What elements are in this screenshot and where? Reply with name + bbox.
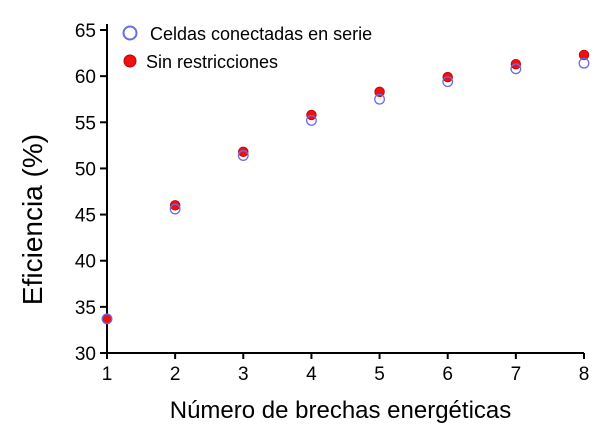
y-ticks: 30 35 40 45 50 55 60 65 bbox=[75, 21, 107, 365]
legend-entry-sin-restricciones: Sin restricciones bbox=[146, 52, 278, 72]
x-tick-label: 8 bbox=[579, 364, 590, 385]
x-tick-label: 2 bbox=[170, 364, 181, 385]
y-tick-label: 65 bbox=[75, 21, 96, 42]
point-sin-restricciones bbox=[306, 109, 317, 121]
legend-entry-celdas-serie: Celdas conectadas en serie bbox=[150, 24, 372, 44]
x-tick-label: 3 bbox=[238, 364, 249, 385]
point-celdas-serie bbox=[305, 114, 317, 126]
point-celdas-serie bbox=[374, 93, 386, 105]
y-tick-label: 45 bbox=[75, 206, 96, 227]
y-tick-label: 60 bbox=[75, 67, 96, 88]
axes bbox=[106, 24, 584, 354]
x-tick-label: 1 bbox=[102, 364, 113, 385]
point-celdas-serie bbox=[237, 150, 249, 161]
y-tick-label: 50 bbox=[75, 159, 96, 180]
legend-marker-sin-restricciones bbox=[123, 54, 137, 68]
y-tick-label: 40 bbox=[75, 252, 96, 273]
data-points bbox=[101, 49, 590, 325]
y-tick-label: 55 bbox=[75, 113, 96, 134]
y-axis-title: Eficiencia (%) bbox=[17, 134, 48, 305]
point-sin-restricciones bbox=[238, 146, 249, 158]
point-sin-restricciones bbox=[169, 200, 181, 211]
point-celdas-serie bbox=[578, 57, 590, 69]
legend: Celdas conectadas en serie Sin restricci… bbox=[122, 24, 372, 72]
point-celdas-serie bbox=[101, 313, 113, 325]
x-tick-label: 6 bbox=[442, 364, 453, 385]
legend-marker-celdas-serie bbox=[122, 25, 138, 41]
point-celdas-serie bbox=[169, 203, 181, 215]
point-sin-restricciones bbox=[374, 86, 385, 98]
x-tick-label: 7 bbox=[511, 364, 522, 385]
point-celdas-serie bbox=[442, 76, 454, 88]
x-ticks: 1 2 3 4 5 6 7 8 bbox=[102, 353, 590, 385]
x-tick-label: 4 bbox=[306, 364, 317, 385]
x-axis-title: Número de brechas energéticas bbox=[170, 397, 512, 424]
y-tick-label: 30 bbox=[75, 344, 96, 365]
point-celdas-serie bbox=[510, 63, 522, 75]
y-tick-label: 35 bbox=[75, 298, 96, 319]
point-sin-restricciones bbox=[578, 49, 590, 61]
x-tick-label: 5 bbox=[374, 364, 385, 385]
